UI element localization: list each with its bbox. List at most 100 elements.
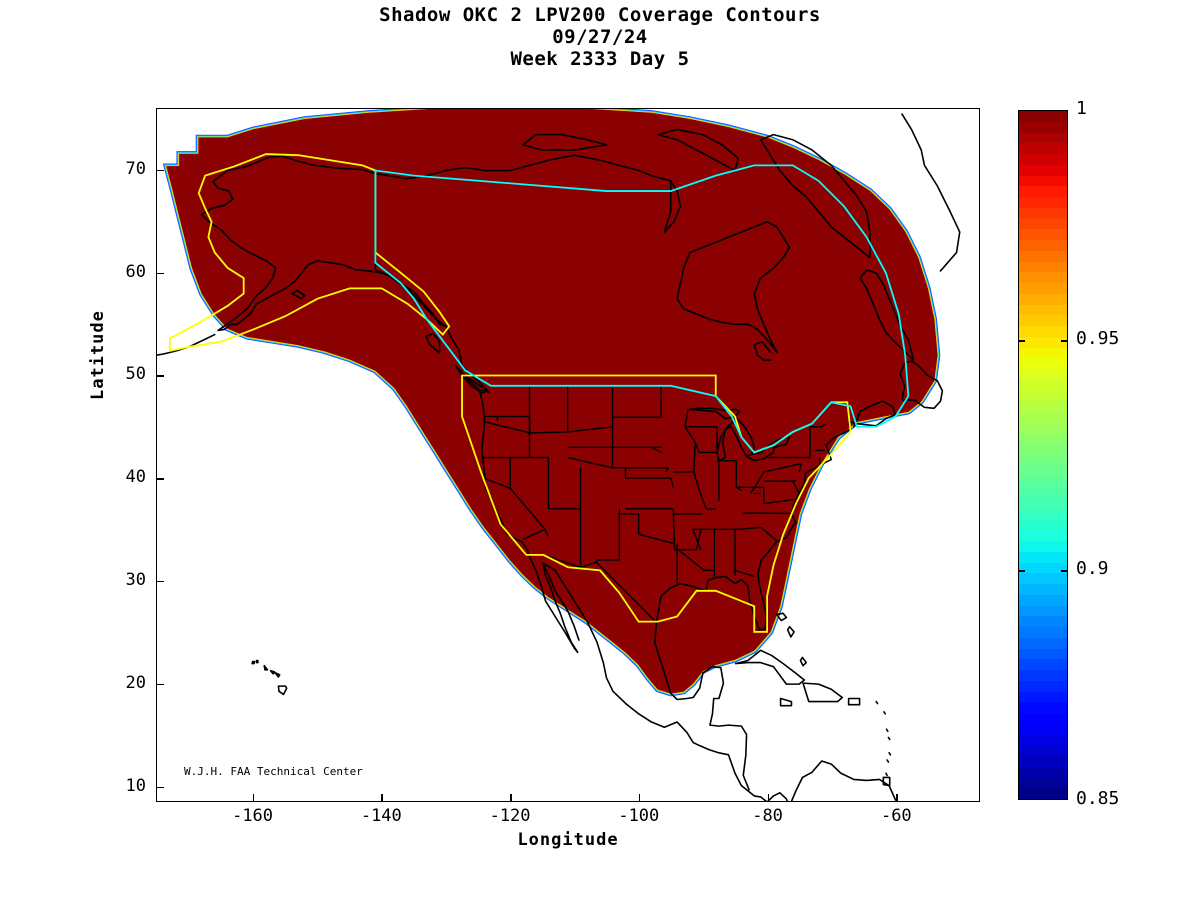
colorbar-band (1019, 691, 1067, 703)
coastline-path (734, 649, 806, 685)
coastline-path (883, 711, 887, 715)
colorbar-band (1019, 605, 1067, 617)
coastline-path (274, 672, 281, 678)
coastline-path (269, 669, 276, 675)
coastline-path (779, 697, 793, 707)
state-border (821, 423, 826, 428)
state-border (739, 526, 761, 530)
colorbar-band (1019, 132, 1067, 144)
colorbar-tick-mark (1018, 570, 1025, 572)
x-axis-tick-label: -100 (618, 806, 660, 826)
coastline-path (859, 269, 915, 361)
coastline-path (689, 407, 741, 420)
colorbar-band (1019, 207, 1067, 219)
colorbar-tick-label: 0.85 (1076, 788, 1120, 809)
y-axis-tick-label: 60 (125, 261, 146, 282)
x-axis-tick-label: -120 (489, 806, 531, 826)
coastline-path (255, 659, 259, 664)
state-border (484, 421, 531, 434)
coverage-map (157, 109, 979, 801)
title-line-2: 09/27/24 (552, 26, 648, 48)
colorbar-band (1019, 476, 1067, 488)
coastline-path (655, 400, 897, 631)
colorbar-band (1019, 616, 1067, 627)
state-boundary-layer (481, 385, 826, 624)
colorbar-band (1019, 551, 1067, 563)
coastline-path (886, 759, 890, 763)
colorbar-band (1019, 713, 1067, 724)
y-axis-tick-mark (156, 478, 164, 480)
colorbar-band (1019, 358, 1067, 369)
state-border (694, 441, 700, 453)
colorbar-band (1019, 336, 1067, 348)
colorbar-band (1019, 584, 1067, 595)
state-border (543, 554, 581, 568)
colorbar-band (1019, 186, 1067, 197)
colorbar-tick-label: 0.9 (1076, 558, 1109, 579)
x-axis-tick-mark (381, 794, 383, 802)
colorbar-band (1019, 261, 1067, 273)
colorbar-band (1019, 175, 1067, 187)
colorbar-band (1019, 702, 1067, 713)
coastline-path (263, 664, 269, 671)
coastline-path (799, 656, 808, 667)
coastline-path (542, 562, 781, 801)
colorbar-band (1019, 541, 1067, 552)
state-border (567, 426, 613, 433)
x-axis-tick-label: -160 (232, 806, 274, 826)
state-border (792, 480, 800, 494)
alaska-service-volume-outline (168, 153, 451, 353)
colorbar-tick-mark (1018, 340, 1025, 342)
colorbar-band (1019, 627, 1067, 638)
state-border (695, 529, 702, 550)
state-border (693, 442, 696, 472)
coastline-path (291, 289, 306, 300)
coastline-path (753, 340, 772, 361)
coastline-path (885, 728, 889, 733)
state-border (684, 426, 696, 443)
coastline-path (875, 700, 879, 705)
coastline-layer (157, 113, 961, 801)
y-axis-tick-label: 30 (125, 569, 146, 590)
colorbar-band (1019, 519, 1067, 531)
state-border (639, 533, 675, 545)
x-axis-tick-mark (638, 794, 641, 802)
colorbar-band (1019, 723, 1067, 735)
state-border (749, 484, 757, 494)
colorbar-band (1019, 111, 1067, 122)
coastline-path (887, 736, 891, 741)
colorbar-band (1019, 293, 1067, 305)
colorbar-band (1019, 573, 1067, 584)
colorbar-band (1019, 197, 1067, 208)
colorbar-band (1019, 369, 1067, 380)
x-axis-tick-label: -60 (880, 806, 912, 826)
coastline-path (522, 133, 608, 151)
colorbar-band (1019, 121, 1067, 133)
colorbar-band (1019, 508, 1067, 520)
coastline-path (455, 366, 490, 393)
state-border (677, 549, 705, 571)
coastline-path (251, 660, 256, 665)
service-volume-layer (168, 153, 910, 633)
colorbar-band (1019, 594, 1067, 606)
colorbar-band (1019, 562, 1067, 574)
x-axis-tick-label: -80 (752, 806, 783, 826)
colorbar-band (1019, 487, 1067, 498)
state-border (763, 498, 794, 505)
state-border (482, 477, 511, 489)
colorbar-band (1019, 347, 1067, 359)
state-border (763, 462, 802, 473)
x-axis-label: Longitude (517, 830, 619, 850)
y-axis-tick-mark (156, 375, 164, 377)
colorbar (1018, 110, 1068, 800)
state-border (544, 528, 550, 537)
coastline-path (888, 752, 892, 756)
coastline-path (653, 620, 750, 791)
title-line-3: Week 2333 Day 5 (510, 48, 690, 70)
colorbar-band (1019, 465, 1067, 477)
canada-service-volume-outline (374, 164, 910, 454)
y-axis-tick-label: 50 (125, 364, 146, 385)
state-border (509, 487, 546, 530)
state-border (693, 471, 700, 490)
x-axis-tick-mark (510, 794, 512, 802)
